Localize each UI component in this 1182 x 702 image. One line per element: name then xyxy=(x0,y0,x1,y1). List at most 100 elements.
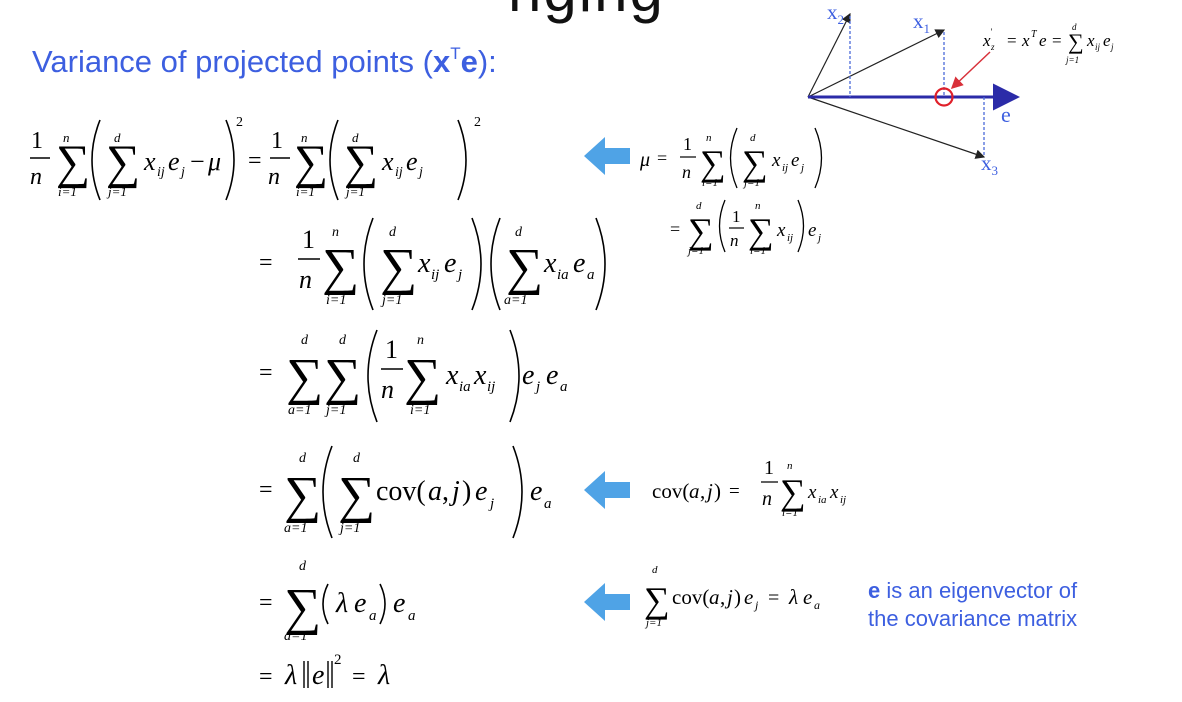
svg-text:ij: ij xyxy=(1095,42,1101,52)
note-bold-e: e xyxy=(868,578,881,603)
svg-text:λ: λ xyxy=(788,585,798,609)
svg-text:j: j xyxy=(1110,42,1114,52)
svg-text:n: n xyxy=(787,460,793,472)
svg-text:e: e xyxy=(444,248,456,279)
equation-line-2: = 1 n ∑ n i=1 ∑ d j=1 x ij e j ∑ d a=1 xyxy=(259,217,606,311)
svg-text:n: n xyxy=(706,132,712,144)
svg-text:λ: λ xyxy=(284,660,297,691)
svg-text:ia: ia xyxy=(818,494,827,506)
svg-text:,: , xyxy=(720,585,725,609)
svg-text:e: e xyxy=(168,147,180,176)
svg-text:d: d xyxy=(750,132,756,144)
svg-text:e: e xyxy=(393,588,405,619)
svg-text:x: x xyxy=(807,482,817,503)
svg-text:a: a xyxy=(544,496,552,512)
svg-text:∑: ∑ xyxy=(748,211,774,251)
svg-text:): ) xyxy=(714,479,721,503)
svg-text:ij: ij xyxy=(487,379,495,395)
heading-bold-x: x xyxy=(432,44,451,79)
svg-text:a: a xyxy=(709,585,720,609)
svg-text:=: = xyxy=(248,148,262,174)
svg-text:d: d xyxy=(352,130,359,145)
svg-text:∑: ∑ xyxy=(106,136,140,189)
pointer-arrow xyxy=(950,51,991,90)
svg-text:cov(: cov( xyxy=(672,585,709,609)
svg-text:∑: ∑ xyxy=(1068,29,1084,54)
label-x2: x2 xyxy=(827,0,844,27)
heading-prefix: Variance of projected points ( xyxy=(32,44,433,79)
svg-text:∑: ∑ xyxy=(742,143,768,183)
svg-text:i=1: i=1 xyxy=(296,184,315,199)
svg-text:i=1: i=1 xyxy=(410,403,430,418)
svg-text:d: d xyxy=(353,451,361,466)
side-formula-mu: μ = 1 n ∑ n i=1 ∑ d j=1 x ij e j = ∑ d j… xyxy=(639,127,823,257)
svg-text:=: = xyxy=(768,587,779,609)
heading-suffix: ): xyxy=(477,44,497,79)
svg-text:j=1: j=1 xyxy=(1065,55,1079,65)
equation-line-6: = λ e 2 = λ xyxy=(259,652,390,691)
svg-text:n: n xyxy=(682,162,691,182)
svg-text:ij: ij xyxy=(395,165,403,180)
svg-text:j=1: j=1 xyxy=(686,245,704,257)
svg-text:∑: ∑ xyxy=(56,136,90,189)
derivation: 1 n ∑ n i=1 ∑ d j=1 x ij e j − μ 2 = 1 xyxy=(30,115,606,691)
svg-text:∑: ∑ xyxy=(644,580,670,620)
svg-text:j=1: j=1 xyxy=(380,293,402,308)
callout-arrow-1 xyxy=(584,137,630,175)
svg-text:): ) xyxy=(734,585,741,609)
svg-text:x: x xyxy=(776,220,786,241)
svg-text:j: j xyxy=(724,585,733,609)
note-line-2: the covariance matrix xyxy=(868,606,1078,631)
svg-text:∑: ∑ xyxy=(404,349,441,406)
svg-text:−: − xyxy=(190,147,205,176)
projection-formula: x ' z = x T e = ∑ d j=1 x ij e j xyxy=(982,22,1114,65)
slide-title-cut-off: nging xyxy=(508,0,665,25)
svg-text:∑: ∑ xyxy=(324,349,361,406)
projected-point-circle xyxy=(934,87,954,107)
svg-text:∑: ∑ xyxy=(380,239,417,296)
svg-text:n: n xyxy=(755,200,761,212)
svg-text:λ: λ xyxy=(335,588,348,619)
svg-text:d: d xyxy=(389,225,397,240)
svg-text:a=1: a=1 xyxy=(284,521,307,536)
svg-text:i=1: i=1 xyxy=(326,293,346,308)
vector-x2 xyxy=(807,12,851,98)
note-line-1: e is an eigenvector of xyxy=(868,577,1077,605)
svg-text:a: a xyxy=(587,267,595,283)
svg-text:j=1: j=1 xyxy=(324,403,346,418)
equation-line-1: 1 n ∑ n i=1 ∑ d j=1 x ij e j − μ 2 = 1 xyxy=(30,115,481,201)
svg-text:=: = xyxy=(259,477,273,503)
equation-line-4: = ∑ d a=1 ∑ d j=1 cov( a , j ) e j e a xyxy=(259,445,552,539)
svg-text:=: = xyxy=(729,481,740,502)
svg-text:x: x xyxy=(1021,31,1030,50)
svg-text:x: x xyxy=(143,147,156,176)
equation-line-5: = ∑ d a=1 λ e a e a xyxy=(259,559,416,644)
svg-text:d: d xyxy=(696,200,702,212)
svg-text:x: x xyxy=(771,150,781,171)
svg-text:ij: ij xyxy=(787,232,793,244)
svg-text:j: j xyxy=(488,496,494,512)
svg-text:1: 1 xyxy=(764,457,774,479)
svg-text:=: = xyxy=(670,219,680,239)
svg-text:j: j xyxy=(449,476,460,507)
svg-text:d: d xyxy=(339,333,347,348)
label-e: e xyxy=(1001,102,1011,127)
svg-text:x: x xyxy=(829,482,839,503)
equation-line-3: = ∑ d a=1 ∑ d j=1 1 n ∑ n i=1 x ia x ij … xyxy=(259,329,568,423)
svg-text:d: d xyxy=(652,564,658,576)
side-formula-eigen: ∑ d j=1 cov( a , j ) e j = λ e a xyxy=(644,564,820,629)
svg-text:n: n xyxy=(332,225,339,240)
svg-text:a: a xyxy=(814,598,820,612)
svg-text:ij: ij xyxy=(157,165,165,180)
svg-text:e: e xyxy=(1039,31,1047,50)
callout-arrow-3 xyxy=(584,583,630,621)
svg-text:e: e xyxy=(530,476,542,507)
svg-text:=: = xyxy=(1052,31,1062,50)
svg-text:a: a xyxy=(560,379,568,395)
svg-text:n: n xyxy=(30,164,42,190)
svg-text:2: 2 xyxy=(236,115,243,130)
svg-text:e: e xyxy=(1103,31,1111,50)
svg-text:n: n xyxy=(730,231,739,250)
svg-text:∑: ∑ xyxy=(284,467,321,524)
